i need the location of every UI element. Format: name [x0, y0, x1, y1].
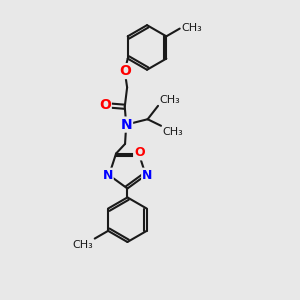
Text: CH₃: CH₃	[73, 240, 93, 250]
Text: O: O	[119, 64, 131, 78]
Text: CH₃: CH₃	[181, 23, 202, 33]
Text: O: O	[134, 146, 145, 159]
Text: N: N	[142, 169, 152, 182]
Text: N: N	[120, 118, 132, 132]
Text: CH₃: CH₃	[162, 127, 183, 137]
Text: N: N	[102, 169, 113, 182]
Text: O: O	[99, 98, 111, 112]
Text: CH₃: CH₃	[159, 95, 180, 105]
